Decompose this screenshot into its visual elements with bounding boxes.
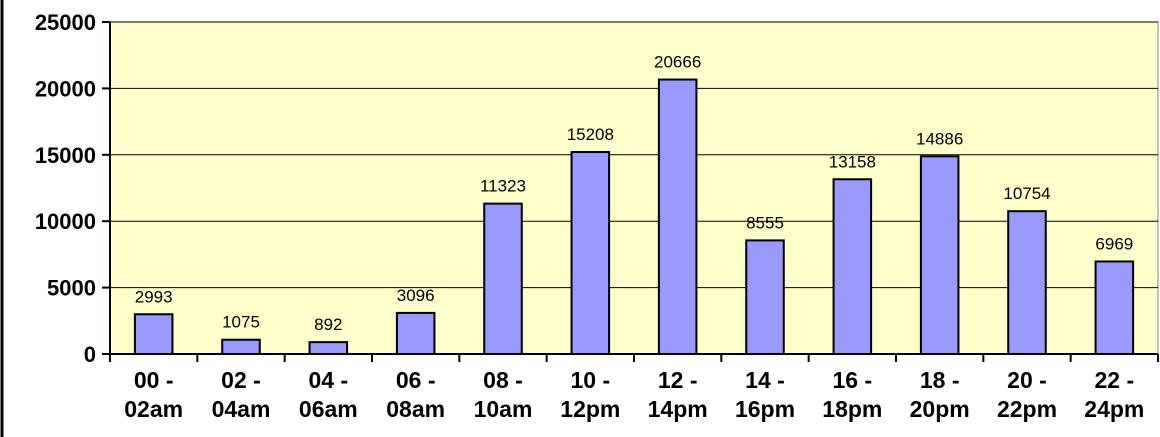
- x-category-label-line: 00 -: [134, 367, 174, 393]
- x-category-label-line: 08 -: [483, 367, 523, 393]
- x-category-label-line: 12pm: [560, 396, 620, 422]
- bar: [745, 239, 785, 355]
- x-category-label-line: 02am: [124, 396, 183, 422]
- x-category-label-line: 02 -: [221, 367, 261, 393]
- x-category-label: 12 - 14pm: [648, 367, 708, 422]
- bar: [483, 202, 523, 355]
- y-tick-label: 15000: [35, 143, 96, 168]
- x-category-label: 10 - 12pm: [560, 367, 620, 422]
- x-category-label-line: 06am: [299, 396, 358, 422]
- data-label: 15208: [567, 125, 614, 144]
- x-category-label-line: 10am: [474, 396, 533, 422]
- y-tick-label: 10000: [35, 209, 96, 234]
- x-category-label: 22 - 24pm: [1084, 367, 1144, 422]
- x-category-label-line: 06 -: [396, 367, 436, 393]
- y-tick-label: 20000: [35, 76, 96, 101]
- bar: [1094, 260, 1135, 356]
- x-category-label: 04 - 06am: [299, 367, 358, 422]
- data-label: 892: [314, 315, 342, 334]
- bar: [1007, 210, 1047, 355]
- bar: [919, 155, 960, 355]
- x-category-label: 16 - 18pm: [822, 367, 882, 422]
- x-category-label-line: 16pm: [735, 396, 795, 422]
- data-label: 10754: [1003, 184, 1050, 203]
- x-category-label-line: 16 -: [833, 367, 873, 393]
- x-category-label-line: 12 -: [658, 367, 698, 393]
- y-tick-label: 5000: [47, 276, 96, 301]
- x-category-label: 02 - 04am: [212, 367, 271, 422]
- x-category-label-line: 20 -: [1007, 367, 1047, 393]
- data-label: 13158: [829, 152, 876, 171]
- gridlines: [110, 21, 1158, 289]
- data-label: 11323: [480, 177, 526, 196]
- bar: [133, 313, 174, 355]
- x-category-label-line: 10 -: [571, 367, 611, 393]
- data-label: 8555: [746, 213, 784, 232]
- x-category-label-line: 18 -: [920, 367, 960, 393]
- y-tick-label: 0: [84, 342, 96, 367]
- x-category-label: 18 - 20pm: [910, 367, 970, 422]
- x-category-label-line: 20pm: [910, 396, 970, 422]
- x-category-label-line: 22 -: [1095, 367, 1135, 393]
- x-category-label-line: 04 -: [309, 367, 349, 393]
- data-labels: 2993 1075 892 3096 11323 15208 20666 8555 13158 1…: [135, 53, 1133, 335]
- bar: [221, 338, 261, 355]
- x-category-label-line: 22pm: [997, 396, 1057, 422]
- y-axis: 0 5000 10000 15000 20000 25000: [35, 10, 111, 367]
- data-label: 1075: [222, 313, 260, 332]
- x-category-label-line: 18pm: [822, 396, 882, 422]
- x-category-label-line: 04am: [212, 396, 271, 422]
- bar: [570, 151, 611, 355]
- bar: [395, 311, 436, 356]
- data-label: 20666: [654, 53, 701, 72]
- bar: [832, 178, 873, 355]
- y-tick-label: 25000: [35, 10, 96, 35]
- x-category-label-line: 14 -: [745, 367, 785, 393]
- x-category-label: 00 - 02am: [124, 367, 183, 422]
- data-label: 2993: [135, 287, 173, 306]
- x-category-label: 08 - 10am: [474, 367, 533, 422]
- bar: [657, 78, 698, 356]
- data-label: 6969: [1095, 234, 1133, 253]
- x-axis: 00 - 02am 02 - 04am 04 - 06am 06 - 08am 08 - 10am…: [109, 353, 1159, 422]
- x-category-label-line: 14pm: [648, 396, 708, 422]
- bars: [133, 78, 1135, 356]
- x-category-label-line: 24pm: [1084, 396, 1144, 422]
- plot-area: [109, 21, 1159, 355]
- x-category-label: 14 - 16pm: [735, 367, 795, 422]
- x-category-label: 06 - 08am: [386, 367, 445, 422]
- x-category-label: 20 - 22pm: [997, 367, 1057, 422]
- data-label: 14886: [916, 129, 963, 148]
- data-label: 3096: [397, 286, 435, 305]
- x-category-label-line: 08am: [386, 396, 445, 422]
- bar: [308, 341, 349, 355]
